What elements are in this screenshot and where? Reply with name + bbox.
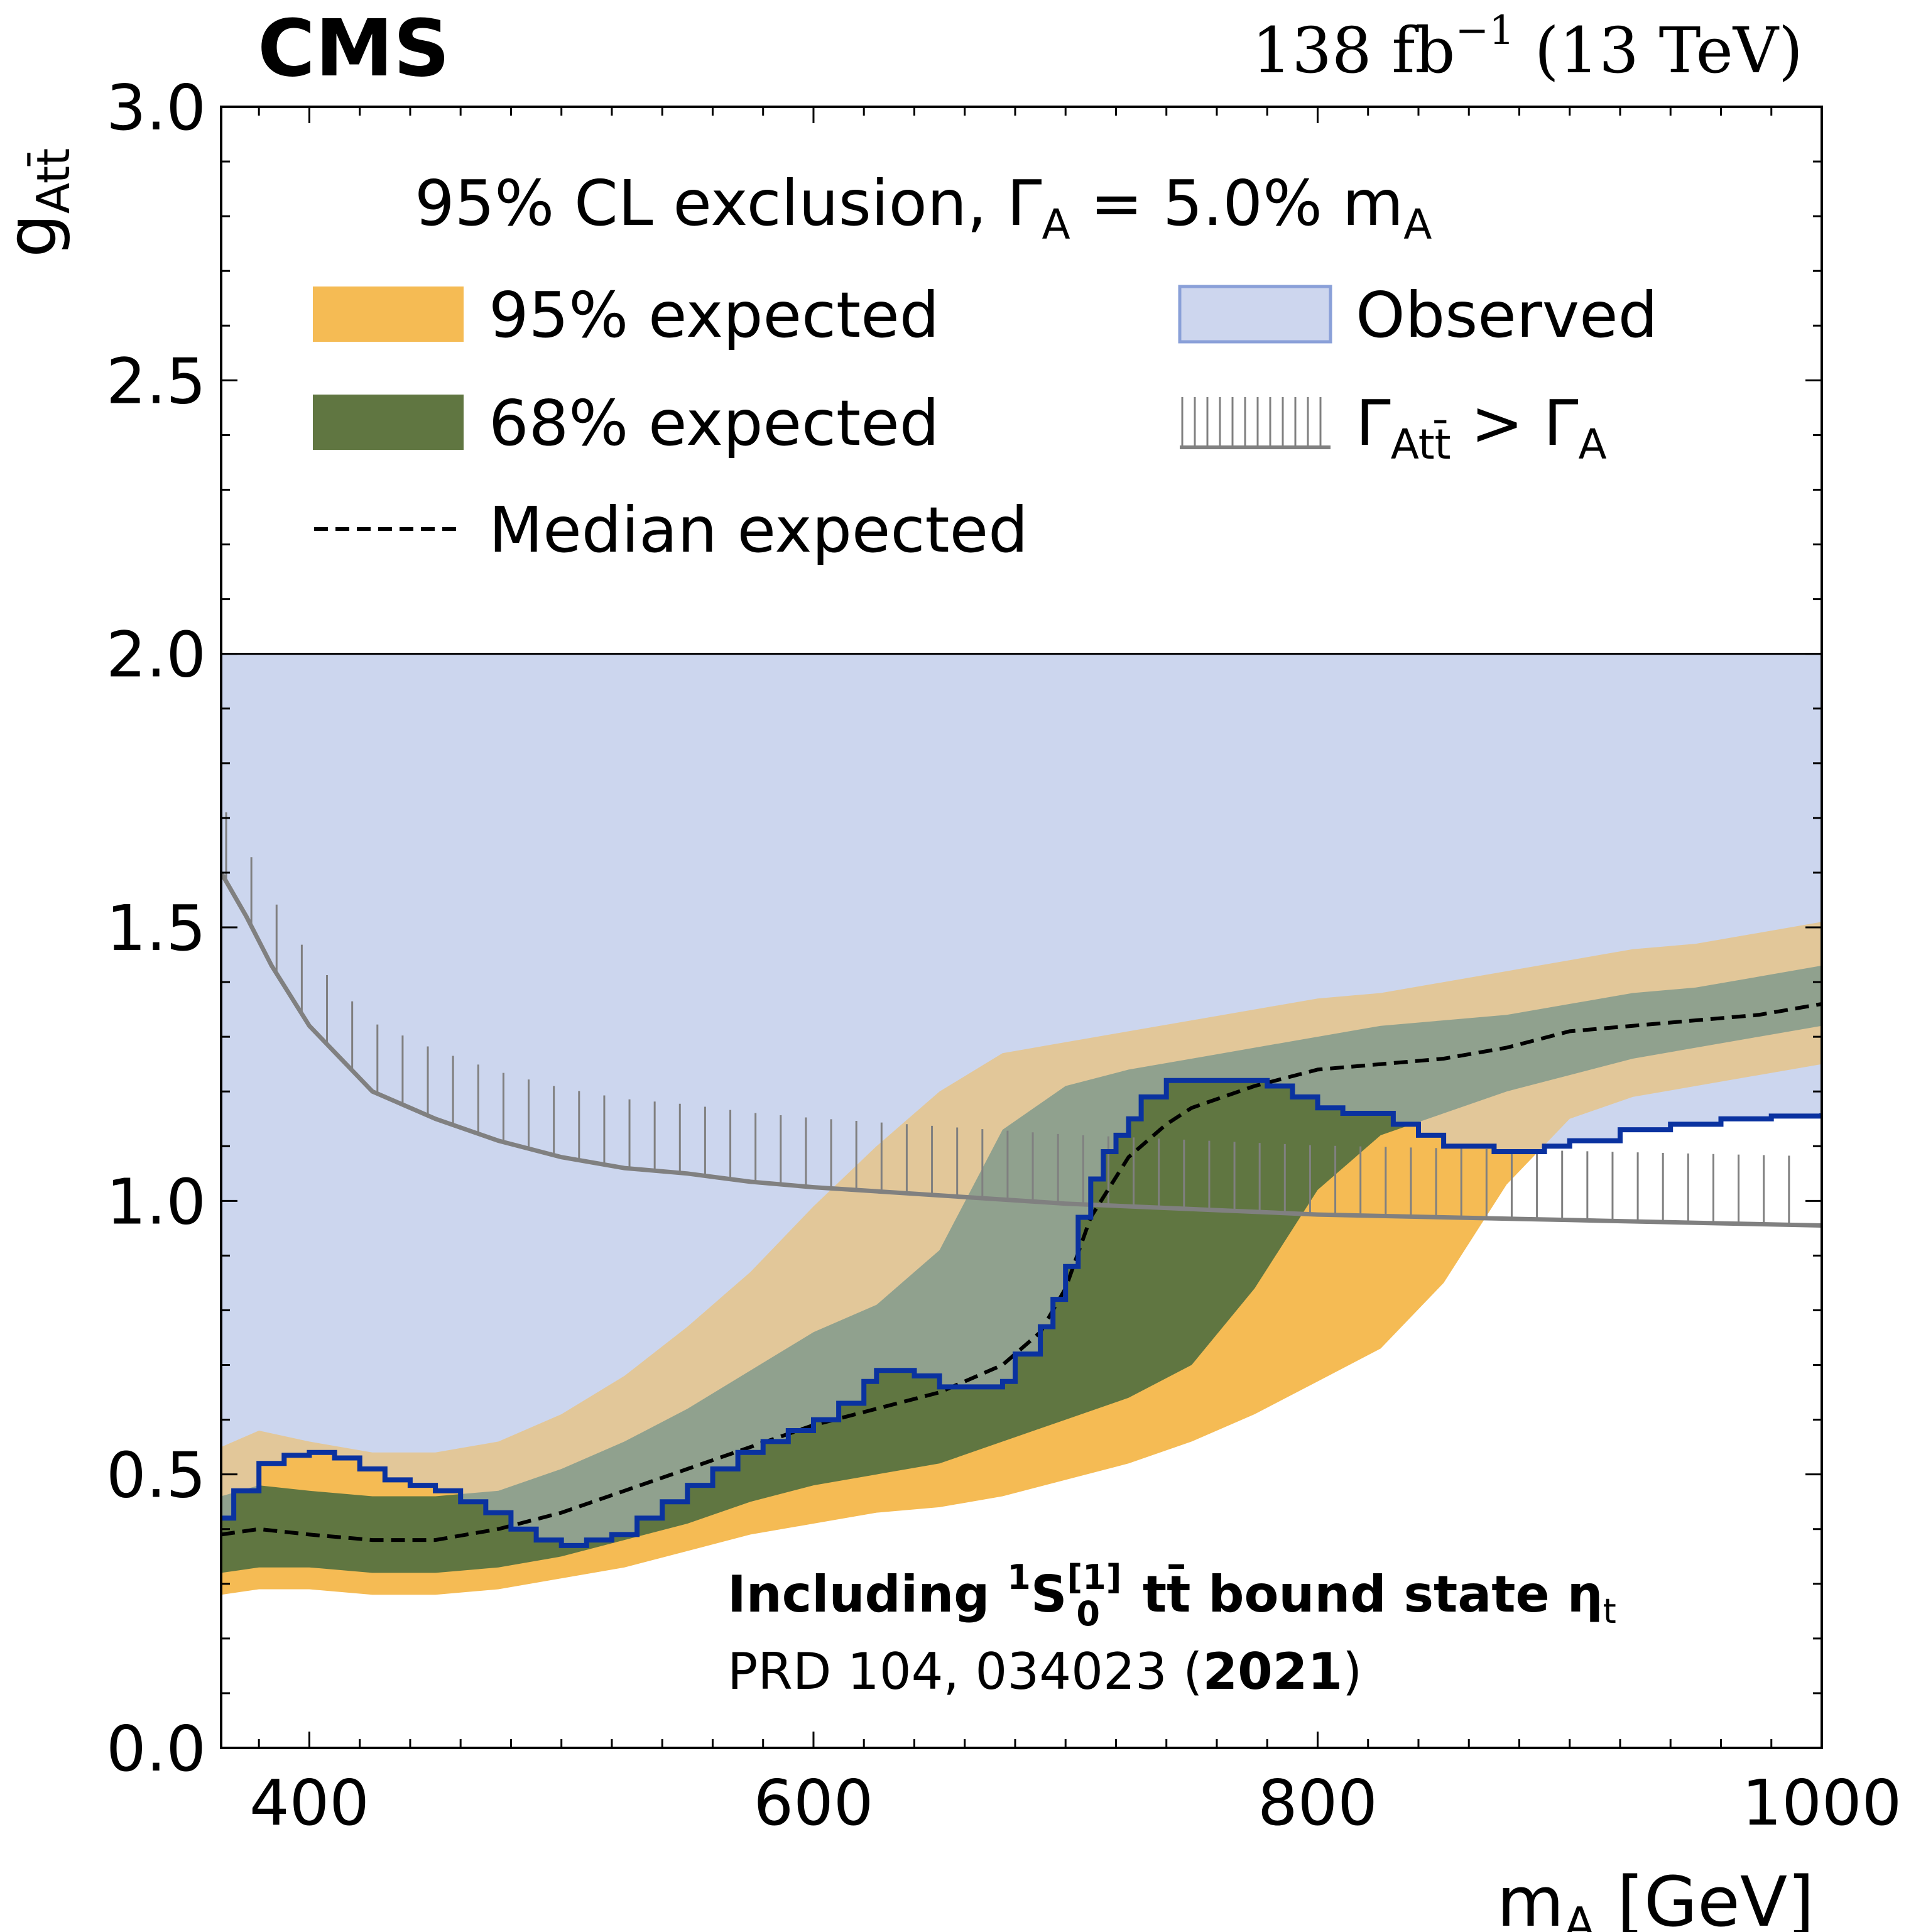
legend-swatch-width-limit (1180, 397, 1331, 449)
legend-label-observed: Observed (1356, 278, 1658, 352)
legend-swatch-band95 (313, 287, 464, 342)
y-tick-label: 0.5 (106, 1439, 206, 1512)
legend-swatch-band68 (313, 395, 464, 450)
y-tick-label: 3.0 (106, 71, 206, 145)
experiment-label: CMS (258, 3, 450, 94)
legend-label-band68: 68% expected (489, 386, 939, 460)
x-tick-label: 600 (754, 1766, 874, 1840)
legend: 95% CL exclusion, ΓA = 5.0% mA 95% expec… (313, 166, 1658, 567)
annotation-bound-state: Including 1S[1] 0 tt̄ bound state ηt (727, 1558, 1616, 1634)
band-68-expected (221, 965, 1822, 1573)
lumi-unit: fb (1391, 14, 1455, 87)
legend-label-band95: 95% expected (489, 278, 939, 352)
y-tick-label: 0.0 (106, 1712, 206, 1786)
x-tick-label: 400 (249, 1766, 369, 1840)
lumi-exponent: −1 (1455, 8, 1514, 54)
lumi-value: 138 (1252, 14, 1372, 87)
width-limit-line (221, 871, 1822, 1228)
x-axis-title: mA [GeV] (1497, 1862, 1814, 1932)
y-tick-label: 1.5 (106, 892, 206, 965)
legend-label-width-limit: ΓAtt̄ > ΓA (1356, 386, 1607, 469)
y-tick-label: 2.0 (106, 618, 206, 692)
y-axis-title: gAtt̄ (0, 148, 80, 258)
energy-value: (13 TeV) (1535, 14, 1803, 87)
x-tick-label: 1000 (1742, 1766, 1902, 1840)
y-axis: 0.0 0.5 1.0 1.5 2.0 2.5 3.0 (106, 71, 1822, 1786)
observed-overlay (221, 653, 1822, 1546)
width-limit-hatching (225, 812, 1790, 1225)
observed-limit-line (221, 1078, 1822, 1548)
plot-area (221, 653, 1822, 1595)
legend-header: 95% CL exclusion, ΓA = 5.0% mA (415, 166, 1432, 249)
legend-swatch-observed (1178, 285, 1332, 344)
y-tick-label: 2.5 (106, 344, 206, 418)
y-tick-label: 1.0 (106, 1165, 206, 1238)
lumi-label: 138 fb−1 (13 TeV) (1252, 8, 1803, 87)
legend-label-median: Median expected (489, 493, 1028, 567)
annotation-reference: PRD 104, 034023 (2021) (727, 1642, 1362, 1701)
x-axis: 400 600 800 1000 (249, 107, 1902, 1840)
x-tick-label: 800 (1258, 1766, 1378, 1840)
